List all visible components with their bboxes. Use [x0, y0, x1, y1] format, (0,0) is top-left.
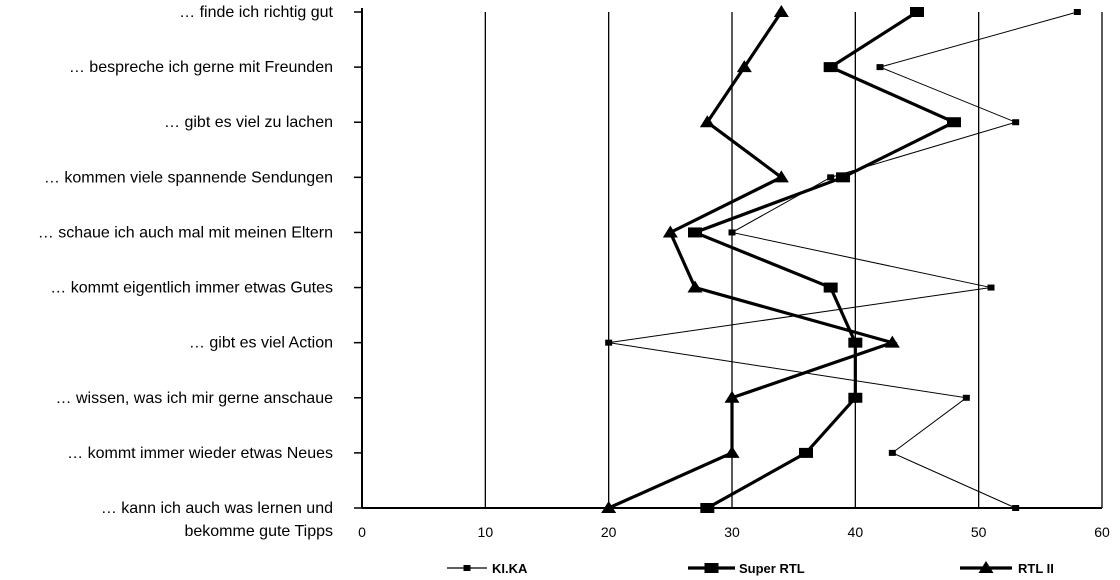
data-point	[1012, 119, 1020, 126]
data-point	[962, 394, 970, 401]
legend-marker	[463, 565, 471, 571]
category-label: … kann ich auch was lernen und bekomme gu…	[101, 500, 333, 540]
legend-item: Super RTL	[688, 561, 805, 576]
x-tick-label: 30	[724, 524, 740, 540]
x-tick-label: 60	[1094, 524, 1110, 540]
data-point	[773, 170, 789, 183]
data-point	[699, 115, 715, 128]
legend-label: RTL II	[1018, 561, 1054, 576]
grid-lines	[484, 12, 1103, 508]
data-point	[1012, 505, 1020, 511]
legend-label: KI.KA	[492, 561, 528, 576]
data-point	[601, 501, 617, 513]
data-point	[848, 392, 863, 403]
x-tick-label: 40	[848, 524, 864, 540]
category-labels: … finde ich richtig gut … bespreche ich g…	[38, 4, 334, 540]
data-point	[773, 5, 789, 17]
series-line	[608, 11, 1078, 509]
data-point	[799, 447, 813, 458]
data-point	[827, 174, 835, 181]
category-label: … schaue ich auch mal mit meinen Eltern	[38, 224, 333, 241]
data-point	[987, 284, 995, 291]
data-point	[876, 64, 884, 71]
data-point	[687, 280, 703, 293]
series-super-rtl	[688, 7, 961, 513]
category-label: … gibt es viel zu lachen	[164, 114, 333, 131]
series-line	[690, 10, 958, 510]
category-label: … wissen, was ich mir gerne anschaue	[56, 390, 334, 407]
data-point	[910, 7, 924, 17]
data-point	[947, 117, 961, 128]
category-label: … bespreche ich gerne mit Freunden	[69, 59, 333, 76]
category-label: … kommt eigentlich immer etwas Gutes	[50, 280, 333, 297]
data-point	[662, 225, 678, 238]
data-point	[823, 282, 838, 293]
x-tick-label: 50	[971, 524, 987, 540]
data-point	[700, 503, 715, 513]
data-point	[724, 390, 740, 403]
series-ki-ka	[605, 9, 1081, 511]
data-point	[1073, 9, 1081, 15]
data-point	[888, 449, 896, 456]
data-point	[884, 335, 900, 348]
data-point	[836, 172, 850, 183]
x-tick-label: 20	[601, 524, 617, 540]
data-point	[823, 62, 838, 73]
category-label: … kommt immer wieder etwas Neues	[67, 445, 333, 462]
data-point	[688, 227, 702, 238]
x-tick-label: 10	[478, 524, 494, 540]
legend-marker	[704, 563, 719, 573]
data-point	[605, 339, 613, 346]
data-point	[736, 60, 752, 73]
category-label: … kommen viele spannende Sendungen	[44, 169, 333, 186]
x-tick-label: 0	[358, 524, 366, 540]
axes	[354, 8, 1102, 509]
x-tick-labels: 0 10 20 30 40 50 60	[358, 524, 1110, 540]
data-point	[724, 445, 740, 458]
legend-label: Super RTL	[739, 561, 805, 576]
legend-item: KI.KA	[447, 561, 528, 576]
category-label: … finde ich richtig gut	[179, 4, 333, 21]
series-line	[608, 11, 898, 510]
legend-marker	[978, 561, 994, 573]
series-rtl-ii	[601, 5, 900, 513]
legend-item: RTL II	[960, 561, 1054, 576]
data-point	[848, 337, 863, 348]
category-label: … gibt es viel Action	[189, 335, 333, 352]
legend: KI.KA Super RTL RTL II	[447, 561, 1054, 576]
data-point	[728, 229, 736, 236]
series-group	[601, 5, 1081, 513]
